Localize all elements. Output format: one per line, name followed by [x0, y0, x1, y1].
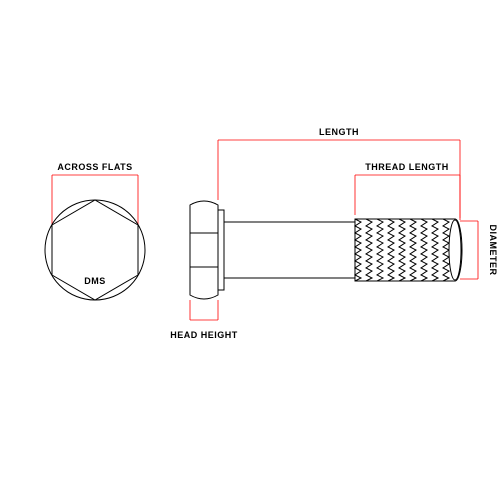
across-flats-label: ACROSS FLATS: [57, 162, 132, 172]
bolt-side-view: LENGTH THREAD LENGTH HEAD HEIGHT DIAMETE…: [170, 127, 498, 340]
length-dimension: [218, 140, 460, 220]
dms-label: DMS: [84, 276, 106, 286]
diameter-label: DIAMETER: [488, 225, 498, 276]
head-height-label: HEAD HEIGHT: [170, 330, 238, 340]
thread-length-dimension: [355, 175, 460, 218]
diameter-dimension: [460, 221, 478, 279]
thread-length-label: THREAD LENGTH: [365, 162, 449, 172]
bolt-flange: [218, 210, 224, 290]
head-height-dimension: [190, 300, 218, 320]
length-label: LENGTH: [319, 127, 359, 137]
bolt-diagram: ACROSS FLATS DMS LENGTH THREAD LENGTH: [0, 0, 500, 500]
bolt-end-face: [449, 220, 461, 280]
bolt-head-side: [190, 201, 218, 299]
hex-head-front-view: ACROSS FLATS DMS: [45, 162, 145, 300]
bolt-shank: [224, 222, 355, 278]
